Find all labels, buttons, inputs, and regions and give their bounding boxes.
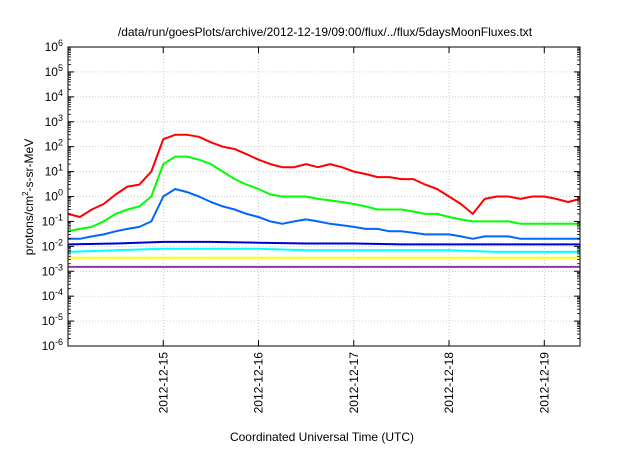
- series-line-5: [67, 247, 580, 253]
- x-tick-label: 2012-12-18: [442, 352, 456, 414]
- series-line-1: [67, 133, 581, 218]
- y-axis-label-sup: 2: [21, 191, 30, 196]
- axes: 10-6 10-5 10-4 10-3 10-2 10-1 100 101 102 103 104 1…: [42, 38, 580, 413]
- y-axis-label-rest: -s-sr-MeV: [22, 139, 36, 192]
- series-line-4: [67, 240, 580, 246]
- y-tick-label: 104: [45, 88, 63, 104]
- x-tick-label: 2012-12-16: [252, 352, 266, 414]
- y-tick-label: 101: [45, 163, 63, 179]
- grid-lines: [68, 47, 580, 346]
- y-tick-label: 103: [45, 113, 63, 129]
- y-tick-label: 10-5: [42, 312, 63, 328]
- y-tick-label: 10-3: [42, 262, 63, 278]
- chart-title: /data/run/goesPlots/archive/2012-12-19/0…: [118, 25, 533, 39]
- x-tick-label: 2012-12-19: [537, 352, 551, 414]
- x-tick-label: 2012-12-17: [347, 352, 361, 414]
- y-tick-label: 10-4: [42, 287, 63, 303]
- x-tick-label: 2012-12-15: [156, 352, 170, 414]
- y-tick-label: 102: [45, 138, 63, 154]
- y-axis-label: protons/cm2-s-sr-MeV: [21, 139, 36, 255]
- plot-frame: [67, 46, 581, 347]
- y-tick-label: 106: [45, 38, 63, 54]
- x-axis-label: Coordinated Universal Time (UTC): [230, 430, 414, 444]
- y-tick-label: 10-1: [42, 212, 63, 228]
- y-tick-label: 10-2: [42, 237, 63, 253]
- y-tick-label: 105: [45, 63, 63, 79]
- y-tick-label: 100: [45, 188, 63, 204]
- series-line-2: [67, 155, 580, 233]
- series-line-3: [68, 188, 580, 240]
- series-layer: [67, 133, 581, 268]
- y-axis-label-base: protons/cm: [22, 196, 36, 255]
- y-tick-label: 10-6: [42, 337, 63, 353]
